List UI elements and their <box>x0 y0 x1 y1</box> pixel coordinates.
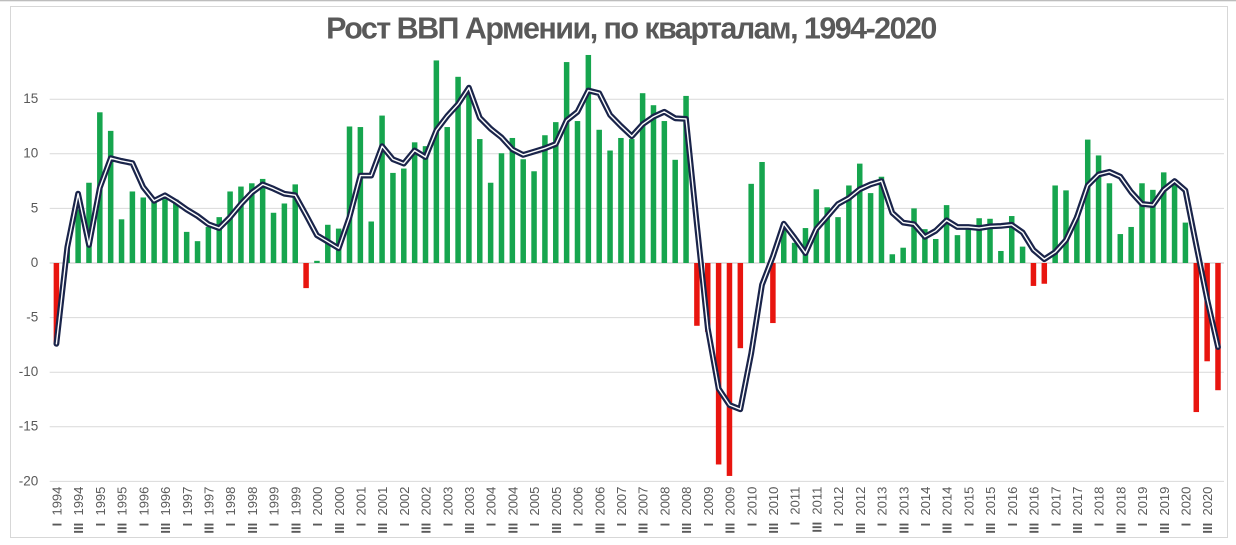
svg-text:III 2019: III 2019 <box>1157 487 1172 534</box>
svg-text:III 2003: III 2003 <box>462 487 477 534</box>
svg-text:I 2020: I 2020 <box>1179 487 1194 527</box>
svg-text:III 1998: III 1998 <box>245 487 260 534</box>
svg-text:III 1994: III 1994 <box>71 487 86 534</box>
svg-text:10: 10 <box>23 146 38 161</box>
svg-text:I 2005: I 2005 <box>527 487 542 527</box>
svg-text:III 2000: III 2000 <box>332 487 347 534</box>
svg-text:I 2000: I 2000 <box>310 487 325 527</box>
svg-text:III 1996: III 1996 <box>158 487 173 534</box>
svg-text:-5: -5 <box>26 310 38 325</box>
svg-text:III 2007: III 2007 <box>636 487 651 534</box>
svg-text:III 2010: III 2010 <box>766 487 781 534</box>
svg-text:I 2012: I 2012 <box>831 487 846 527</box>
svg-text:I 2003: I 2003 <box>440 487 455 527</box>
svg-text:I 2017: I 2017 <box>1048 487 1063 527</box>
svg-text:I 1999: I 1999 <box>267 487 282 527</box>
svg-text:III 2001: III 2001 <box>375 487 390 534</box>
svg-text:I 2009: I 2009 <box>701 487 716 527</box>
svg-text:III 2017: III 2017 <box>1070 487 1085 534</box>
svg-text:I 2013: I 2013 <box>875 487 890 527</box>
svg-text:I 2011: I 2011 <box>788 487 803 526</box>
svg-text:III 2012: III 2012 <box>853 487 868 534</box>
svg-text:III 2018: III 2018 <box>1113 487 1128 534</box>
svg-text:III 2011: III 2011 <box>809 487 824 533</box>
svg-text:15: 15 <box>23 91 38 106</box>
svg-text:I 2016: I 2016 <box>1005 487 1020 527</box>
svg-text:I 2015: I 2015 <box>961 487 976 527</box>
svg-text:III 2020: III 2020 <box>1200 487 1215 534</box>
svg-text:III 2008: III 2008 <box>679 487 694 534</box>
svg-text:III 1995: III 1995 <box>115 487 130 534</box>
svg-text:I 2014: I 2014 <box>918 487 933 527</box>
svg-text:III 2009: III 2009 <box>723 487 738 534</box>
svg-text:I 2018: I 2018 <box>1092 487 1107 527</box>
svg-text:III 1999: III 1999 <box>288 487 303 534</box>
svg-text:-20: -20 <box>19 473 39 488</box>
svg-text:-10: -10 <box>19 364 39 379</box>
svg-text:III 2016: III 2016 <box>1027 487 1042 534</box>
svg-text:I 2001: I 2001 <box>354 487 369 527</box>
svg-text:5: 5 <box>31 200 39 215</box>
svg-text:III 2005: III 2005 <box>549 487 564 534</box>
svg-text:III 2013: III 2013 <box>896 487 911 534</box>
svg-text:I 1998: I 1998 <box>223 487 238 527</box>
svg-text:I 1994: I 1994 <box>50 487 65 527</box>
svg-text:I 2010: I 2010 <box>744 487 759 527</box>
svg-text:I 1996: I 1996 <box>136 487 151 527</box>
svg-text:I 2007: I 2007 <box>614 487 629 527</box>
svg-text:III 2015: III 2015 <box>983 487 998 534</box>
svg-text:I 1995: I 1995 <box>93 487 108 527</box>
svg-text:III 2004: III 2004 <box>506 487 521 534</box>
svg-text:I 2004: I 2004 <box>484 487 499 527</box>
svg-text:Рост ВВП Армении, по кварталам: Рост ВВП Армении, по кварталам, 1994-202… <box>326 12 936 46</box>
svg-text:I 2006: I 2006 <box>571 487 586 527</box>
svg-text:III 2014: III 2014 <box>940 487 955 534</box>
svg-text:I 2019: I 2019 <box>1135 487 1150 527</box>
svg-text:I 1997: I 1997 <box>180 487 195 527</box>
svg-text:0: 0 <box>31 255 39 270</box>
svg-text:I 2008: I 2008 <box>657 487 672 527</box>
svg-text:III 2006: III 2006 <box>592 487 607 534</box>
svg-text:I 2002: I 2002 <box>397 487 412 527</box>
svg-text:III 2002: III 2002 <box>419 487 434 534</box>
svg-text:III 1997: III 1997 <box>202 487 217 534</box>
svg-text:-15: -15 <box>19 419 39 434</box>
